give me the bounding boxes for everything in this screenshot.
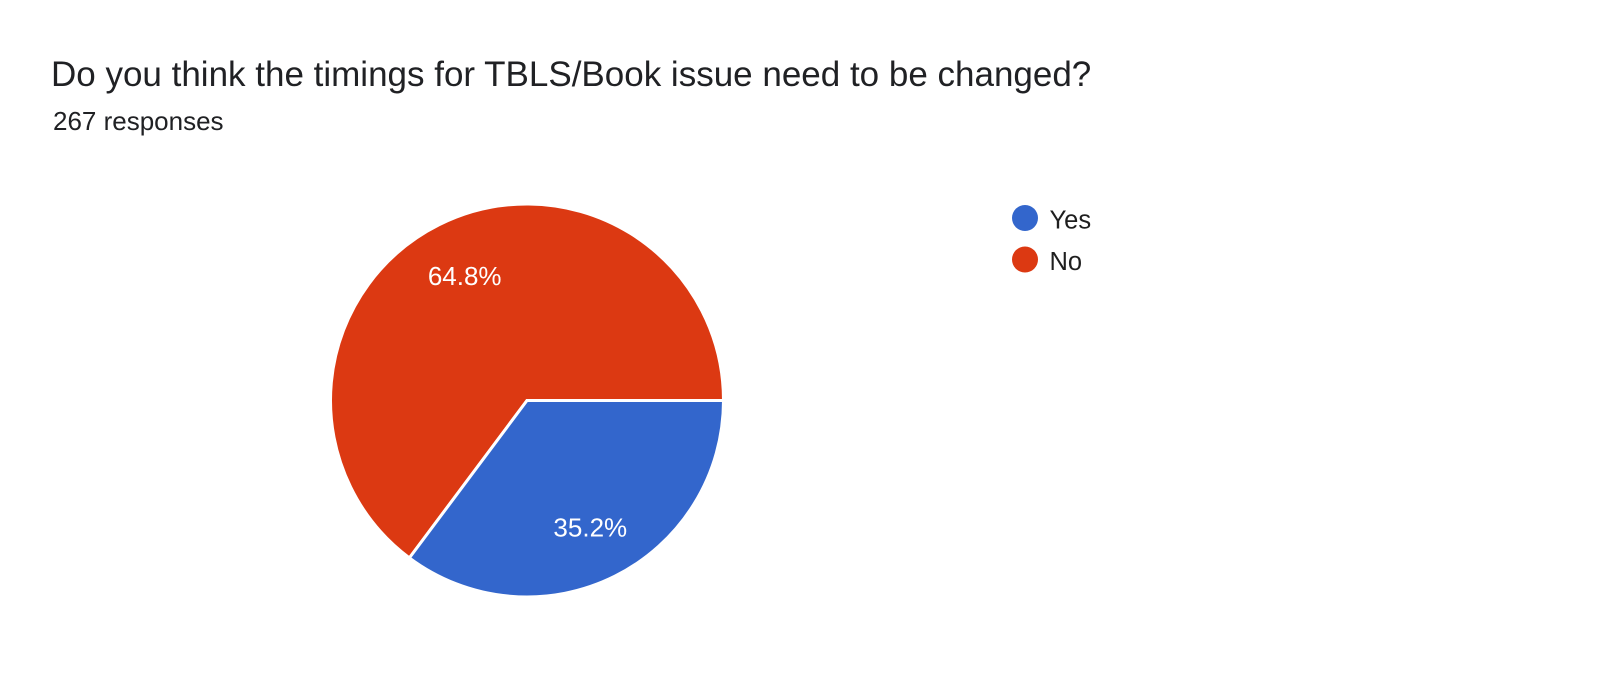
svg-text:35.2%: 35.2% — [553, 513, 627, 543]
svg-text:Yes: Yes — [1050, 207, 1092, 235]
svg-text:64.8%: 64.8% — [428, 261, 502, 291]
svg-text:No: No — [1050, 248, 1083, 276]
